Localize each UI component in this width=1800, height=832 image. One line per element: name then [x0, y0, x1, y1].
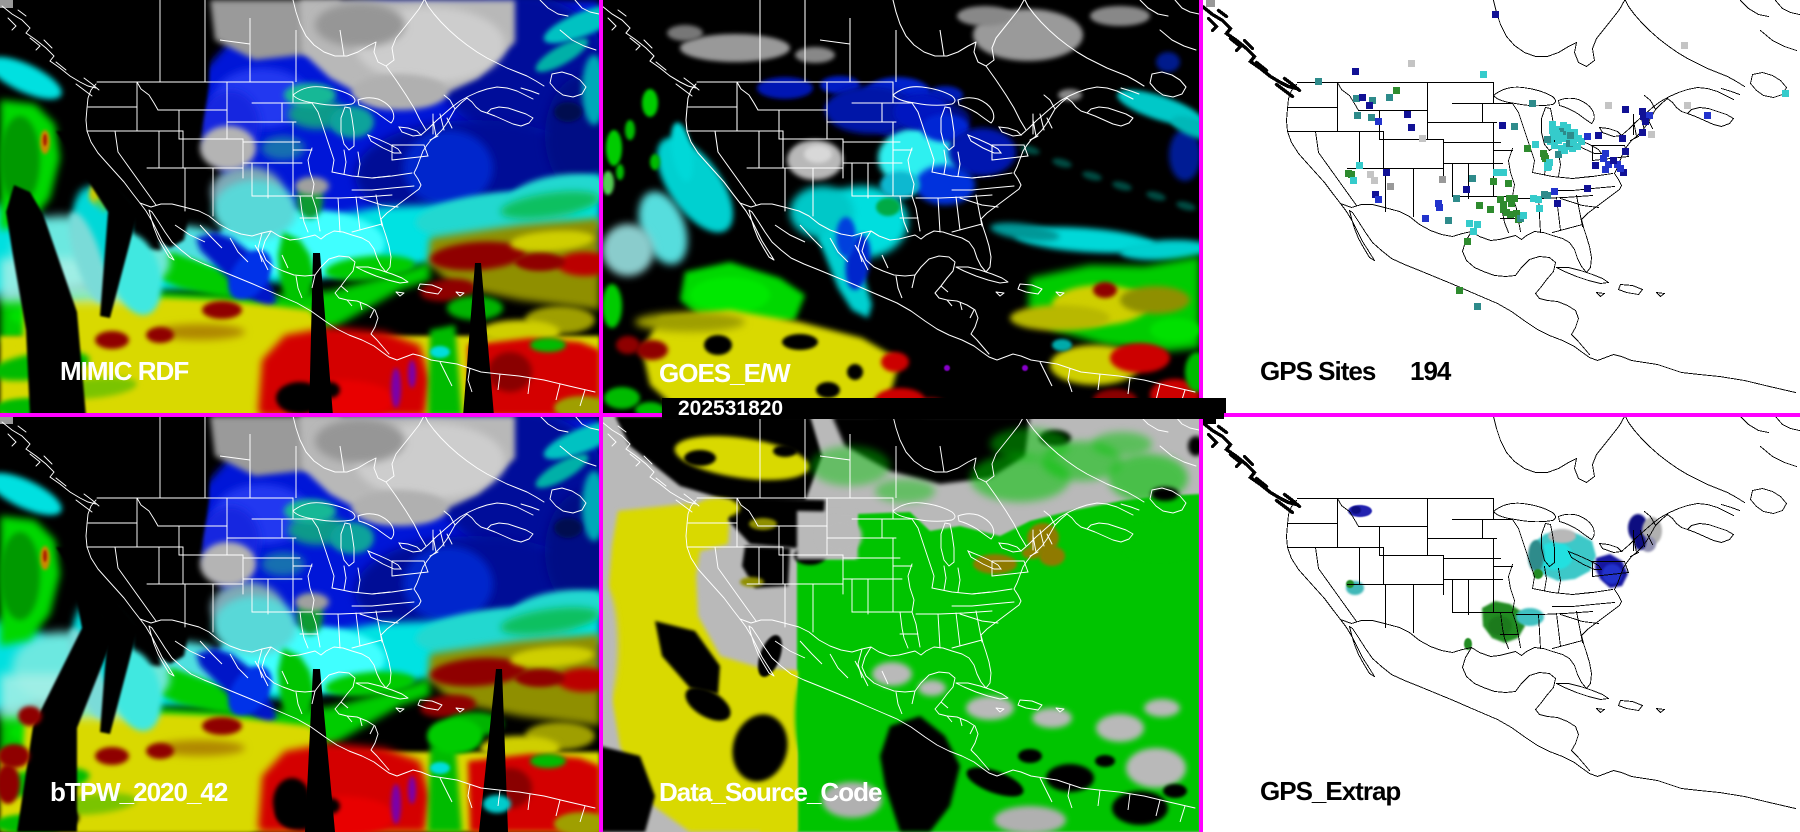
svg-text:194: 194: [1410, 356, 1452, 386]
svg-text:202531820: 202531820: [678, 397, 783, 420]
svg-text:GPS Sites: GPS Sites: [1260, 356, 1376, 386]
svg-text:GPS_Extrap: GPS_Extrap: [1260, 776, 1400, 806]
svg-text:GOES_E/W: GOES_E/W: [659, 358, 791, 388]
svg-text:bTPW_2020_42: bTPW_2020_42: [50, 777, 228, 807]
svg-text:Data_Source_Code: Data_Source_Code: [659, 777, 882, 807]
svg-text:MIMIC RDF: MIMIC RDF: [60, 356, 188, 386]
